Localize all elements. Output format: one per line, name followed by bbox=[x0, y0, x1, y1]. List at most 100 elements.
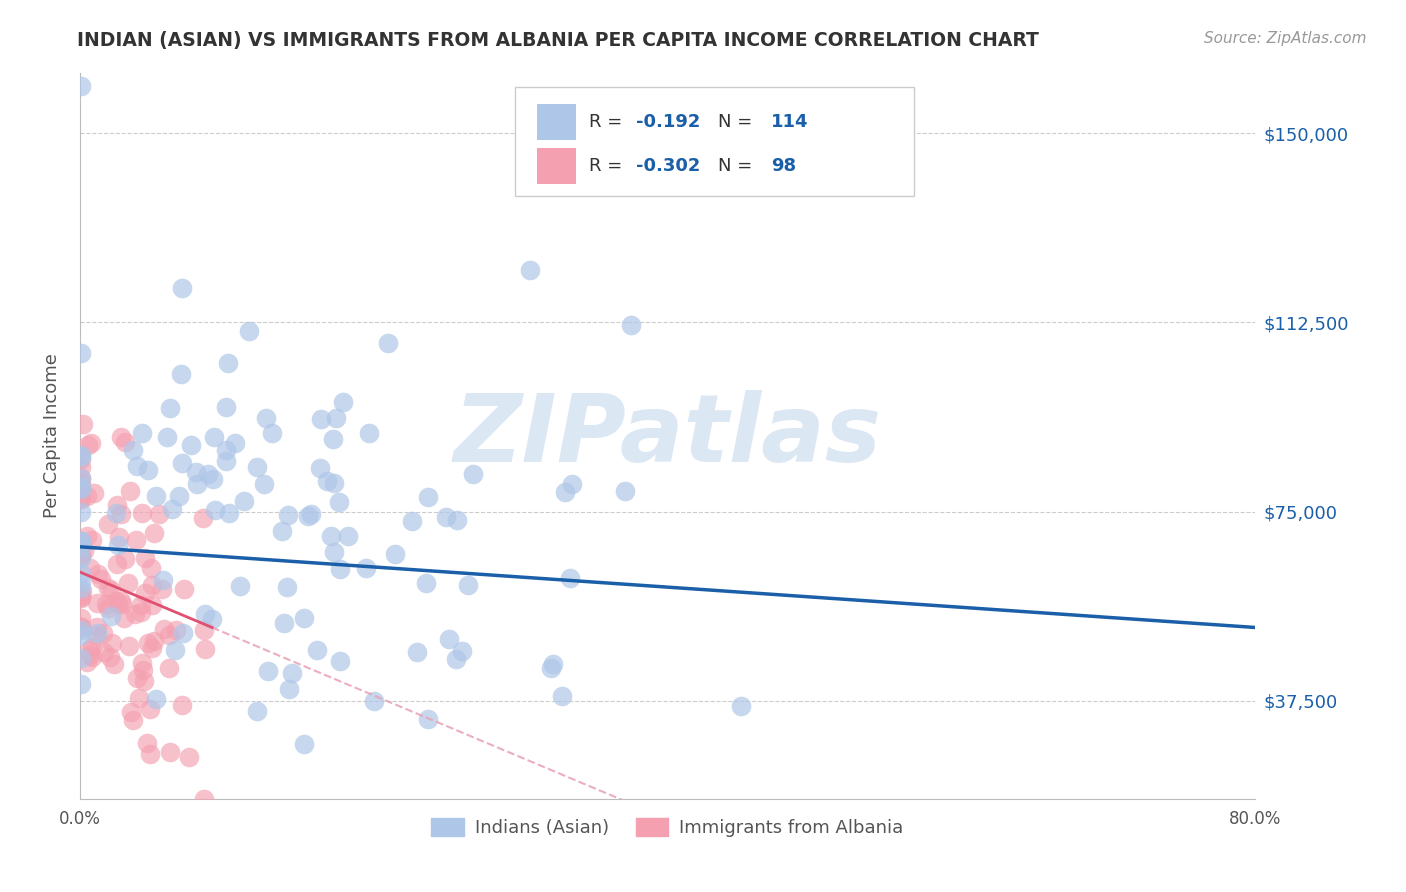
Point bbox=[105, 558, 128, 572]
Point bbox=[172, 626, 194, 640]
Point bbox=[319, 529, 342, 543]
Point bbox=[217, 356, 239, 370]
Point bbox=[613, 484, 636, 499]
Point bbox=[70, 677, 93, 691]
Point bbox=[86, 596, 108, 610]
Point bbox=[82, 650, 104, 665]
Point bbox=[107, 498, 129, 512]
Point bbox=[72, 417, 94, 431]
Point bbox=[541, 657, 564, 672]
Point bbox=[179, 438, 201, 452]
Point bbox=[160, 502, 183, 516]
Point bbox=[159, 401, 181, 415]
Point bbox=[141, 578, 163, 592]
Point bbox=[457, 578, 479, 592]
Point bbox=[257, 664, 280, 678]
Point bbox=[105, 506, 128, 520]
Point bbox=[145, 489, 167, 503]
Point bbox=[125, 458, 148, 473]
Point bbox=[69, 471, 91, 485]
Point bbox=[90, 572, 112, 586]
Point bbox=[620, 318, 643, 332]
Point bbox=[76, 529, 98, 543]
Point bbox=[336, 529, 359, 543]
Point bbox=[554, 484, 576, 499]
Point bbox=[277, 508, 299, 523]
Point bbox=[124, 607, 146, 622]
Point bbox=[69, 459, 91, 474]
Point bbox=[82, 533, 104, 547]
Point bbox=[550, 690, 572, 704]
FancyBboxPatch shape bbox=[537, 148, 576, 184]
Point bbox=[139, 560, 162, 574]
Point bbox=[80, 435, 103, 450]
Point bbox=[446, 513, 468, 527]
Point bbox=[122, 714, 145, 728]
Point bbox=[451, 644, 474, 658]
Point bbox=[246, 704, 269, 718]
Point bbox=[70, 534, 93, 549]
Point bbox=[69, 492, 91, 507]
Point bbox=[148, 507, 170, 521]
Text: R =: R = bbox=[589, 157, 627, 175]
Point bbox=[97, 517, 120, 532]
Point bbox=[70, 628, 93, 642]
Y-axis label: Per Capita Income: Per Capita Income bbox=[44, 353, 60, 518]
Point bbox=[69, 547, 91, 561]
FancyBboxPatch shape bbox=[515, 87, 914, 196]
Point bbox=[406, 645, 429, 659]
Point bbox=[276, 580, 298, 594]
Point bbox=[328, 495, 350, 509]
Point bbox=[77, 437, 100, 451]
Point bbox=[127, 671, 149, 685]
Point bbox=[322, 432, 344, 446]
Point bbox=[322, 475, 344, 490]
Point bbox=[70, 651, 93, 665]
Point bbox=[253, 477, 276, 491]
Point bbox=[86, 626, 108, 640]
Point bbox=[69, 591, 91, 606]
Point bbox=[297, 508, 319, 523]
Point bbox=[170, 281, 193, 295]
Point bbox=[233, 494, 256, 508]
Point bbox=[117, 575, 139, 590]
Point bbox=[218, 506, 240, 520]
Point bbox=[76, 489, 98, 503]
Point bbox=[108, 530, 131, 544]
Point bbox=[91, 626, 114, 640]
Point bbox=[224, 435, 246, 450]
Point bbox=[138, 636, 160, 650]
Point bbox=[461, 467, 484, 481]
Point bbox=[416, 491, 439, 505]
Point bbox=[139, 701, 162, 715]
Point bbox=[69, 452, 91, 467]
Point bbox=[271, 524, 294, 538]
Point bbox=[134, 586, 156, 600]
Text: INDIAN (ASIAN) VS IMMIGRANTS FROM ALBANIA PER CAPITA INCOME CORRELATION CHART: INDIAN (ASIAN) VS IMMIGRANTS FROM ALBANI… bbox=[77, 31, 1039, 50]
Point bbox=[169, 490, 191, 504]
Point bbox=[363, 694, 385, 708]
Point bbox=[129, 605, 152, 619]
Point bbox=[69, 588, 91, 602]
Point bbox=[73, 544, 96, 558]
Point bbox=[128, 690, 150, 705]
Point bbox=[416, 712, 439, 726]
Point bbox=[69, 491, 91, 505]
Point bbox=[70, 346, 93, 360]
Point bbox=[215, 454, 238, 468]
Point bbox=[139, 747, 162, 761]
Point bbox=[70, 623, 93, 637]
Point bbox=[96, 598, 118, 612]
Point bbox=[292, 737, 315, 751]
Point bbox=[112, 611, 135, 625]
Point bbox=[186, 476, 208, 491]
Point bbox=[70, 505, 93, 519]
Point bbox=[70, 582, 93, 596]
Point bbox=[145, 691, 167, 706]
Point bbox=[309, 460, 332, 475]
Point bbox=[80, 640, 103, 654]
Point bbox=[229, 579, 252, 593]
Point bbox=[332, 395, 354, 409]
Point bbox=[193, 623, 215, 637]
Point bbox=[76, 655, 98, 669]
